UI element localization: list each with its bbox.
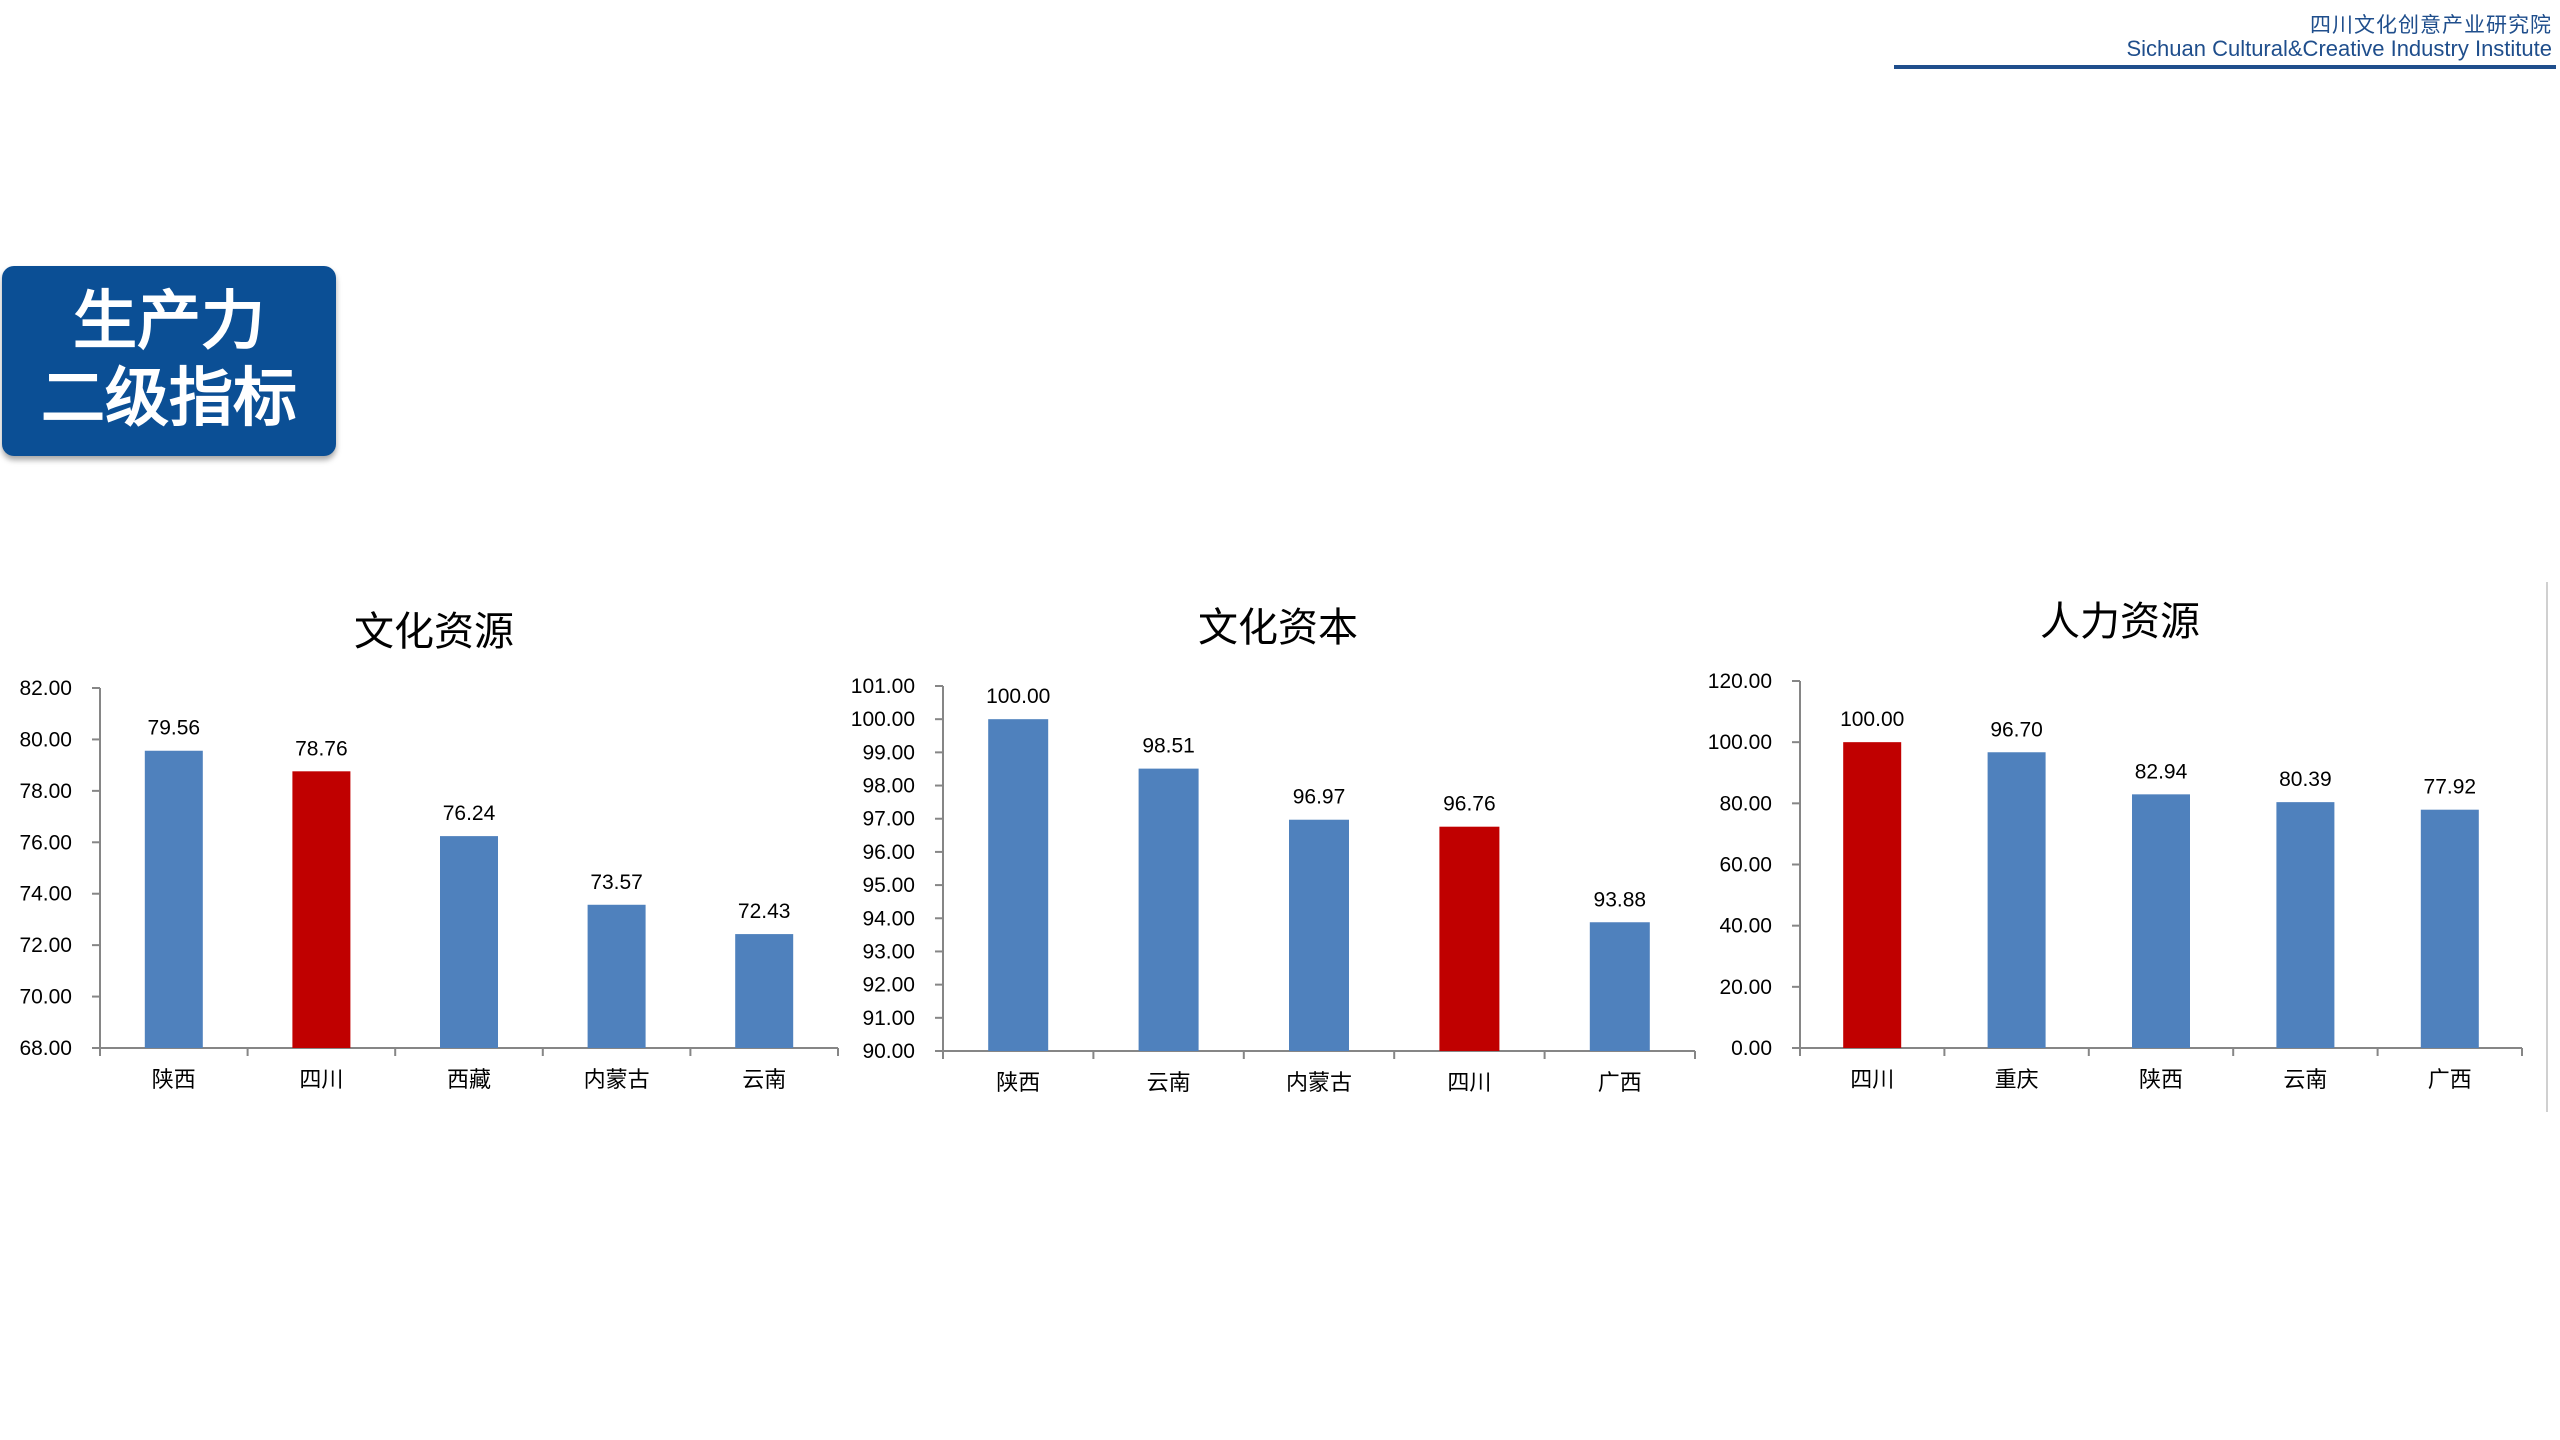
y-tick-label: 92.00: [862, 974, 915, 997]
bar-value-label: 73.57: [590, 871, 643, 894]
y-tick-label: 68.00: [19, 1037, 72, 1060]
x-category-label: 四川: [1447, 1071, 1491, 1096]
y-tick-label: 120.00: [1708, 670, 1772, 693]
x-category-label: 云南: [2283, 1068, 2327, 1093]
chart-frame-edge: [2546, 582, 2548, 1112]
bar-value-label: 93.88: [1594, 888, 1647, 911]
bar-陕西: [988, 719, 1049, 1051]
bar-value-label: 96.76: [1443, 793, 1496, 816]
bar-内蒙古: [1289, 819, 1349, 1051]
y-tick-label: 74.00: [19, 883, 72, 906]
bar-value-label: 72.43: [738, 900, 791, 923]
y-tick-label: 95.00: [862, 874, 915, 897]
y-tick-label: 70.00: [19, 986, 72, 1009]
x-category-label: 四川: [299, 1068, 343, 1093]
bar-四川: [1439, 826, 1500, 1051]
bar-广西: [1589, 922, 1650, 1051]
y-tick-label: 80.00: [19, 728, 72, 751]
header-divider: [1894, 65, 2556, 69]
org-name-en: Sichuan Cultural&Creative Industry Insti…: [2126, 36, 2552, 62]
x-category-label: 内蒙古: [1286, 1071, 1352, 1096]
y-tick-label: 60.00: [1719, 854, 1772, 877]
x-category-label: 云南: [1147, 1071, 1191, 1096]
bar-value-label: 80.39: [2279, 768, 2332, 791]
x-category-label: 广西: [2428, 1068, 2472, 1093]
y-tick-label: 40.00: [1719, 915, 1772, 938]
y-tick-label: 101.00: [851, 675, 915, 698]
bar-value-label: 82.94: [2135, 760, 2188, 783]
y-tick-label: 93.00: [862, 940, 915, 963]
y-tick-label: 100.00: [851, 708, 915, 731]
y-tick-label: 94.00: [862, 907, 915, 930]
bar-value-label: 96.97: [1293, 786, 1346, 809]
bar-云南: [1138, 768, 1199, 1051]
section-title-line2: 二级指标: [41, 361, 297, 436]
chart-title: 人力资源: [2040, 599, 2200, 645]
section-title-box: 生产力 二级指标: [2, 266, 336, 456]
x-category-label: 内蒙古: [584, 1068, 650, 1093]
y-tick-label: 82.00: [19, 677, 72, 700]
org-name-cn: 四川文化创意产业研究院: [2310, 13, 2552, 37]
y-tick-label: 98.00: [862, 775, 915, 798]
bar-value-label: 96.70: [1990, 718, 2043, 741]
y-tick-label: 76.00: [19, 831, 72, 854]
bar-云南: [735, 934, 794, 1048]
bar-重庆: [1987, 752, 2046, 1048]
bar-value-label: 100.00: [1840, 708, 1904, 731]
bar-value-label: 78.76: [295, 737, 348, 760]
y-tick-label: 97.00: [862, 808, 915, 831]
bar-云南: [2276, 802, 2335, 1048]
x-category-label: 四川: [1850, 1068, 1894, 1093]
y-tick-label: 78.00: [19, 780, 72, 803]
y-tick-label: 80.00: [1719, 792, 1772, 815]
x-category-label: 云南: [742, 1068, 786, 1093]
bar-西藏: [440, 836, 498, 1048]
x-category-label: 广西: [1598, 1071, 1642, 1096]
bar-value-label: 76.24: [443, 802, 496, 825]
y-tick-label: 100.00: [1708, 731, 1772, 754]
y-tick-label: 99.00: [862, 741, 915, 764]
section-title-line1: 生产力: [73, 284, 265, 360]
chart-title: 文化资本: [1198, 605, 1358, 651]
bar-陕西: [2132, 794, 2190, 1048]
bar-value-label: 77.92: [2424, 776, 2477, 799]
x-category-label: 陕西: [996, 1071, 1040, 1096]
chart-title: 文化资源: [354, 609, 514, 655]
y-tick-label: 90.00: [862, 1040, 915, 1063]
y-tick-label: 72.00: [19, 934, 72, 957]
bar-广西: [2420, 809, 2479, 1048]
bar-内蒙古: [587, 904, 646, 1048]
bar-四川: [1843, 742, 1902, 1048]
y-tick-label: 96.00: [862, 841, 915, 864]
bar-value-label: 100.00: [986, 685, 1050, 708]
bar-四川: [292, 771, 351, 1048]
x-category-label: 重庆: [1995, 1068, 2039, 1093]
x-category-label: 陕西: [2139, 1068, 2183, 1093]
bar-value-label: 79.56: [148, 717, 201, 740]
y-tick-label: 0.00: [1731, 1037, 1772, 1060]
bar-陕西: [144, 750, 203, 1048]
x-category-label: 陕西: [152, 1068, 196, 1093]
y-tick-label: 91.00: [862, 1007, 915, 1030]
org-header: 四川文化创意产业研究院 Sichuan Cultural&Creative In…: [2126, 13, 2552, 62]
y-tick-label: 20.00: [1719, 976, 1772, 999]
x-category-label: 西藏: [447, 1068, 491, 1093]
bar-value-label: 98.51: [1142, 735, 1195, 758]
